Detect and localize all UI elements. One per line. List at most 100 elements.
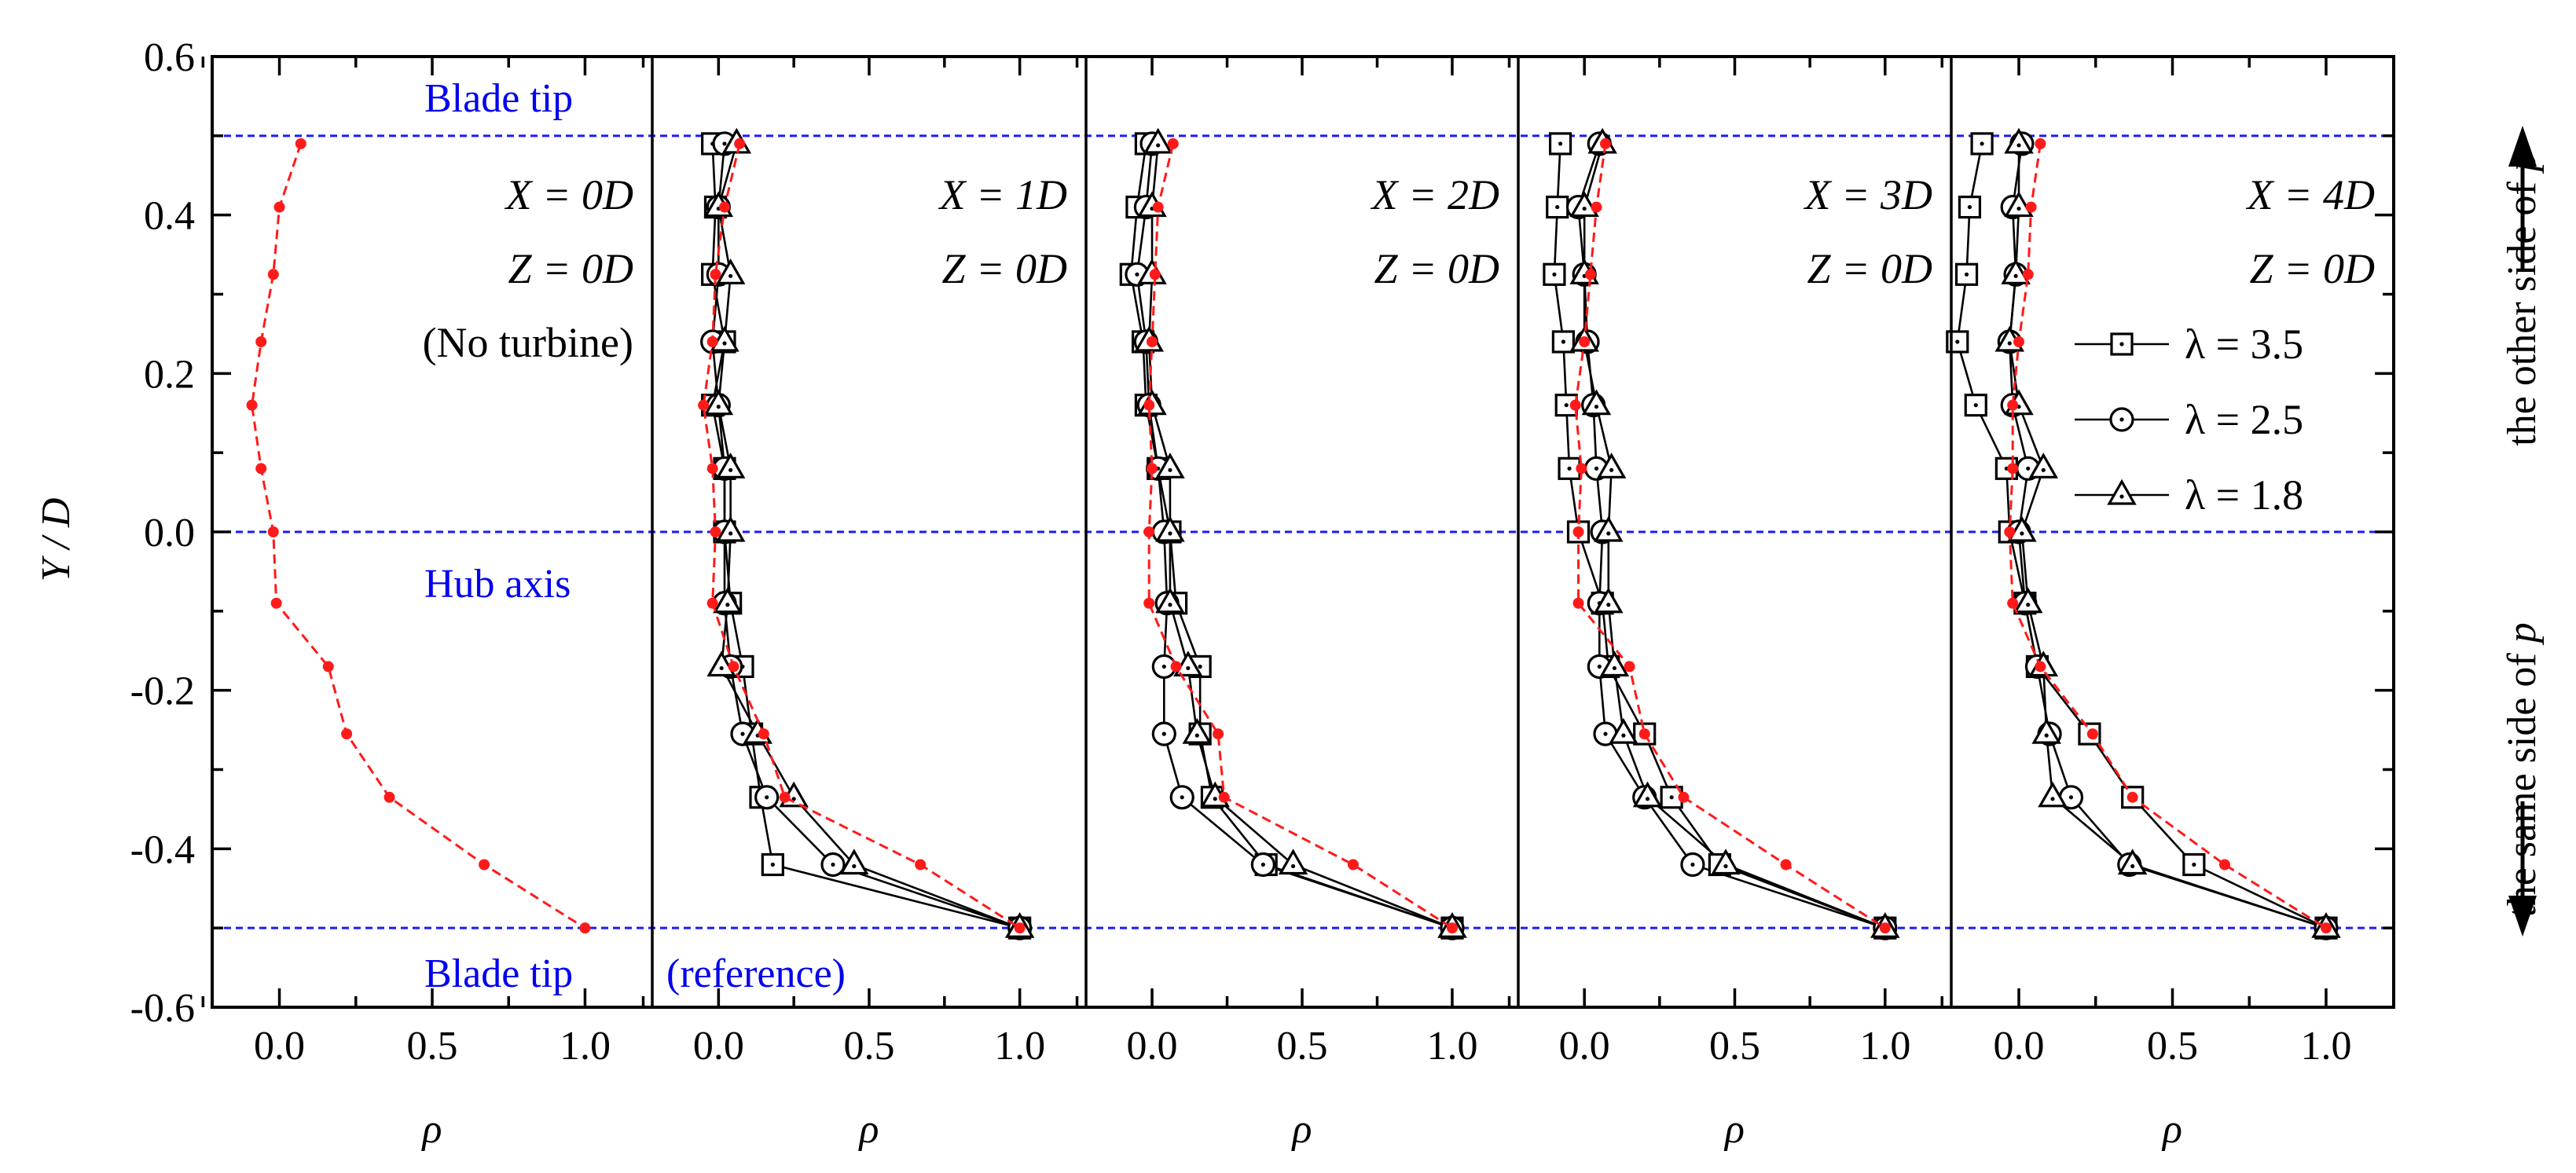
marker-center-dot <box>728 273 733 278</box>
marker-center-dot <box>1723 863 1728 869</box>
reference-point <box>1213 728 1224 740</box>
marker-triangle <box>710 325 739 352</box>
reference-point <box>2022 269 2034 280</box>
marker-triangle <box>1594 515 1624 542</box>
reference-point <box>2035 137 2046 149</box>
marker-center-dot <box>716 405 721 409</box>
marker-center-dot <box>1582 206 1587 211</box>
legend-label: λ = 1.8 <box>2185 471 2303 519</box>
text-layer: 0.6 0.4 0.2 0.0 -0.2 -0.4 -0.6 0.0 0.5 1.0 ρ 0.0 0.5… <box>34 35 2545 1152</box>
marker-center-dot <box>1645 797 1650 801</box>
x-tick-label: 1.0 <box>2300 1024 2351 1069</box>
marker-triangle <box>715 258 746 284</box>
marker-triangle <box>1581 389 1612 416</box>
marker-center-dot <box>1955 339 1960 344</box>
frame-layer <box>201 55 2395 1009</box>
reference-point <box>255 336 267 347</box>
marker-square <box>1964 394 1987 417</box>
arrow-down-icon <box>2508 896 2537 937</box>
marker-center-dot <box>2050 797 2055 801</box>
reference-point <box>1572 526 1584 537</box>
reference-point <box>698 399 710 411</box>
reference-point <box>710 526 721 537</box>
reference-point <box>1147 336 1158 347</box>
reference-point <box>706 597 718 609</box>
marker-center-dot <box>1973 403 1978 408</box>
marker-triangle <box>1609 717 1638 744</box>
marker-triangle <box>1143 127 1173 154</box>
marker-triangle <box>706 651 736 677</box>
reference-point <box>1143 526 1155 537</box>
annotation-blade-tip-bottom: Blade tip <box>424 951 573 996</box>
marker-center-dot <box>1967 204 1972 210</box>
marker-center-dot <box>765 795 769 800</box>
y-tick-label: 0.6 <box>144 35 195 80</box>
marker-triangle <box>2107 478 2137 505</box>
reference-point <box>1591 201 1602 213</box>
marker-center-dot <box>740 731 745 736</box>
panel-z-label: Z = 0D <box>942 245 1067 292</box>
marker-center-dot <box>1964 272 1969 277</box>
reference-point <box>2126 791 2138 803</box>
marker-center-dot <box>1260 862 1265 867</box>
y-axis-label: Y / D <box>34 498 79 582</box>
reference-point <box>1579 336 1591 347</box>
marker-center-dot <box>1180 795 1184 800</box>
reference-point <box>1152 201 1164 213</box>
reference-point <box>2007 463 2019 475</box>
marker-center-dot <box>2013 273 2018 278</box>
marker-center-dot <box>1156 143 1161 148</box>
reference-point <box>779 791 791 803</box>
panel-2-data <box>1119 127 1467 940</box>
marker-triangle <box>1596 453 1627 478</box>
reference-point <box>267 269 279 280</box>
marker-triangle <box>839 849 869 875</box>
marker-triangle <box>713 587 743 614</box>
marker-center-dot <box>728 531 733 536</box>
side-label-top: the other side of p <box>2500 151 2545 445</box>
marker-center-dot <box>725 603 730 607</box>
marker-center-dot <box>831 862 835 867</box>
panel-1-data <box>698 127 1035 940</box>
x-tick-label: 0.0 <box>1127 1024 1178 1069</box>
marker-center-dot <box>2026 466 2031 471</box>
marker-center-dot <box>1980 141 1984 146</box>
marker-center-dot <box>2016 143 2021 148</box>
x-axis-label: ρ <box>2161 1107 2182 1152</box>
marker-center-dot <box>2026 603 2031 607</box>
marker-center-dot <box>1161 731 1166 736</box>
marker-center-dot <box>1135 272 1139 277</box>
panel-note: (No turbine) <box>423 319 633 366</box>
marker-triangle <box>2031 717 2061 744</box>
x-tick-label: 1.0 <box>560 1024 611 1069</box>
reference-point <box>270 597 282 609</box>
marker-center-dot <box>1161 664 1166 669</box>
reference-point <box>1149 269 1161 280</box>
reference-point <box>758 728 769 740</box>
marker-center-dot <box>1555 204 1560 210</box>
reference-point <box>2086 728 2098 740</box>
reference-point <box>2007 597 2019 609</box>
x-tick-label: 0.5 <box>2147 1024 2198 1069</box>
marker-center-dot <box>2119 494 2124 499</box>
marker-center-dot <box>722 141 727 146</box>
side-label-bottom-var: p <box>2500 622 2545 646</box>
y-tick-label: -0.4 <box>130 827 195 872</box>
reference-point <box>1780 859 1792 871</box>
marker-center-dot <box>722 341 727 346</box>
marker-triangle <box>2004 191 2034 218</box>
marker-center-dot <box>2041 467 2046 472</box>
side-label-bottom-text: the same side of <box>2500 643 2545 917</box>
marker-center-dot <box>1690 862 1695 867</box>
x-tick-label: 1.0 <box>1426 1024 1477 1069</box>
marker-center-dot <box>1290 863 1296 869</box>
y-tick-label: 0.4 <box>144 194 195 239</box>
annotation-hub-axis: Hub axis <box>424 562 571 607</box>
marker-square <box>1551 330 1575 354</box>
x-axis-label: ρ <box>1291 1107 1312 1152</box>
marker-triangle <box>1711 849 1741 875</box>
marker-triangle <box>715 515 746 542</box>
marker-triangle <box>1278 849 1308 875</box>
reference-point <box>295 137 306 149</box>
reference-point <box>1143 399 1155 411</box>
